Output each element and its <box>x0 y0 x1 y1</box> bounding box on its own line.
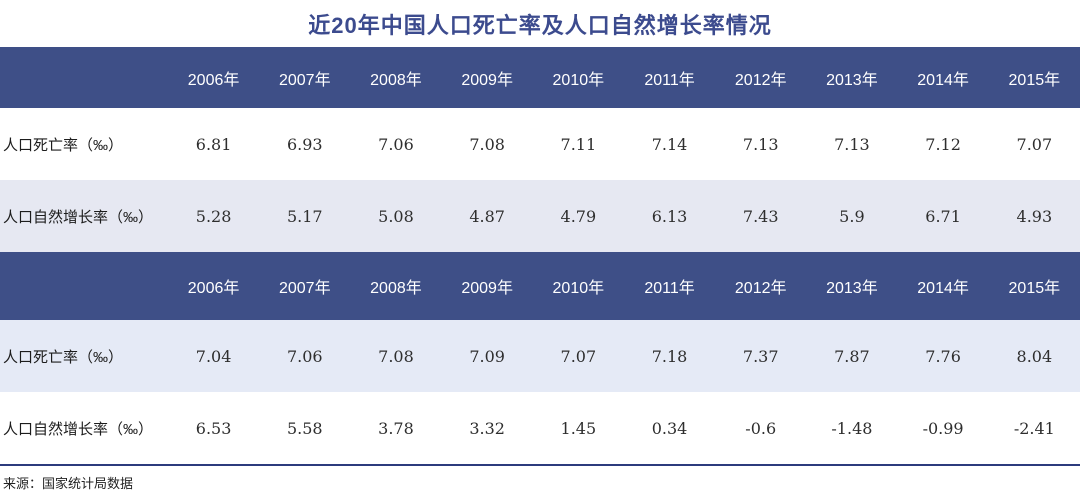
value-cell: 8.04 <box>1016 346 1053 366</box>
table-row: 人口死亡率（‰） 6.81 6.93 7.06 7.08 7.11 7.14 7.13 7.13… <box>0 108 1080 180</box>
value-cell: -0.6 <box>745 418 777 438</box>
row-label: 人口自然增长率（‰） <box>3 208 154 226</box>
value-cell: 7.37 <box>742 346 779 366</box>
value-cell: -0.99 <box>922 418 964 438</box>
year-header-cell: 2008年 <box>350 47 442 108</box>
value-cell: 7.07 <box>1016 134 1053 154</box>
value-cell: 5.9 <box>839 206 865 226</box>
value-cell: 7.12 <box>925 134 961 154</box>
year-header-cell: 2013年 <box>806 252 898 320</box>
row-label: 人口自然增长率（‰） <box>3 420 154 438</box>
value-cell: 3.78 <box>378 418 414 438</box>
value-cell: 4.93 <box>1016 206 1053 226</box>
year-header-cell: 2009年 <box>441 47 533 108</box>
year-header-cell: 2006年 <box>168 252 260 320</box>
value-cell: 7.11 <box>560 134 597 154</box>
value-cell: 7.06 <box>286 346 323 366</box>
value-cell: 7.07 <box>560 346 597 366</box>
year-header-cell: 2014年 <box>897 47 989 108</box>
year-header-cell: 2013年 <box>806 47 898 108</box>
value-cell: 0.34 <box>651 418 688 438</box>
year-header-cell: 2007年 <box>259 252 351 320</box>
footer-divider <box>0 464 1080 466</box>
value-cell: 6.71 <box>925 206 961 226</box>
year-header-cell: 2012年 <box>715 47 807 108</box>
year-header-cell: 2010年 <box>532 252 624 320</box>
value-cell: 6.13 <box>651 206 688 226</box>
value-cell: 6.93 <box>286 134 323 154</box>
value-cell: 7.08 <box>469 134 505 154</box>
year-header-row: 2006年 2007年 2008年 2009年 2010年 2011年 2012年 2013年… <box>0 47 1080 108</box>
year-header-cell: 2010年 <box>532 47 624 108</box>
value-cell: 7.08 <box>378 346 414 366</box>
year-header-cell: 2008年 <box>350 252 442 320</box>
value-cell: 3.32 <box>469 418 505 438</box>
page-title: 近20年中国人口死亡率及人口自然增长率情况 <box>308 12 772 38</box>
value-cell: 7.43 <box>742 206 779 226</box>
year-header-cell: 2012年 <box>715 252 807 320</box>
value-cell: 7.09 <box>469 346 505 366</box>
value-cell: 5.17 <box>286 206 323 226</box>
table-row: 人口死亡率（‰） 7.04 7.06 7.08 7.09 7.07 7.18 7.37 7.87… <box>0 320 1080 392</box>
value-cell: -1.48 <box>831 418 873 438</box>
value-cell: 6.53 <box>195 418 232 438</box>
value-cell: -2.41 <box>1013 418 1055 438</box>
value-cell: 6.81 <box>195 134 232 154</box>
value-cell: 5.58 <box>286 418 323 438</box>
value-cell: 7.18 <box>651 346 688 366</box>
value-cell: 5.28 <box>195 206 232 226</box>
table-row: 人口自然增长率（‰） 6.53 5.58 3.78 3.32 1.45 0.34 -0.6 -1… <box>0 392 1080 464</box>
header-spacer-cell <box>0 252 168 320</box>
value-cell: 5.08 <box>378 206 414 226</box>
year-header-cell: 2015年 <box>988 47 1080 108</box>
value-cell: 4.79 <box>560 206 597 226</box>
year-header-cell: 2011年 <box>623 252 716 320</box>
table-row: 人口自然增长率（‰） 5.28 5.17 5.08 4.87 4.79 6.13 7.43 5.… <box>0 180 1080 252</box>
year-header-cell: 2006年 <box>168 47 260 108</box>
source-note: 来源：国家统计局数据 <box>3 476 134 491</box>
year-header-row: 2006年 2007年 2008年 2009年 2010年 2011年 2012年 2013年… <box>0 252 1080 320</box>
value-cell: 4.87 <box>469 206 505 226</box>
population-table: 2006年 2007年 2008年 2009年 2010年 2011年 2012年 2013年… <box>0 47 1080 464</box>
value-cell: 7.13 <box>742 134 779 154</box>
row-label: 人口死亡率（‰） <box>3 136 124 154</box>
year-header-cell: 2009年 <box>441 252 533 320</box>
value-cell: 1.45 <box>560 418 597 438</box>
value-cell: 7.14 <box>651 134 688 154</box>
value-cell: 7.06 <box>378 134 414 154</box>
year-header-cell: 2014年 <box>897 252 989 320</box>
value-cell: 7.13 <box>834 134 870 154</box>
value-cell: 7.87 <box>834 346 870 366</box>
year-header-cell: 2015年 <box>988 252 1080 320</box>
value-cell: 7.76 <box>925 346 961 366</box>
value-cell: 7.04 <box>195 346 232 366</box>
row-label: 人口死亡率（‰） <box>3 348 124 366</box>
year-header-cell: 2011年 <box>623 47 716 108</box>
year-header-cell: 2007年 <box>259 47 351 108</box>
header-spacer-cell <box>0 47 168 108</box>
